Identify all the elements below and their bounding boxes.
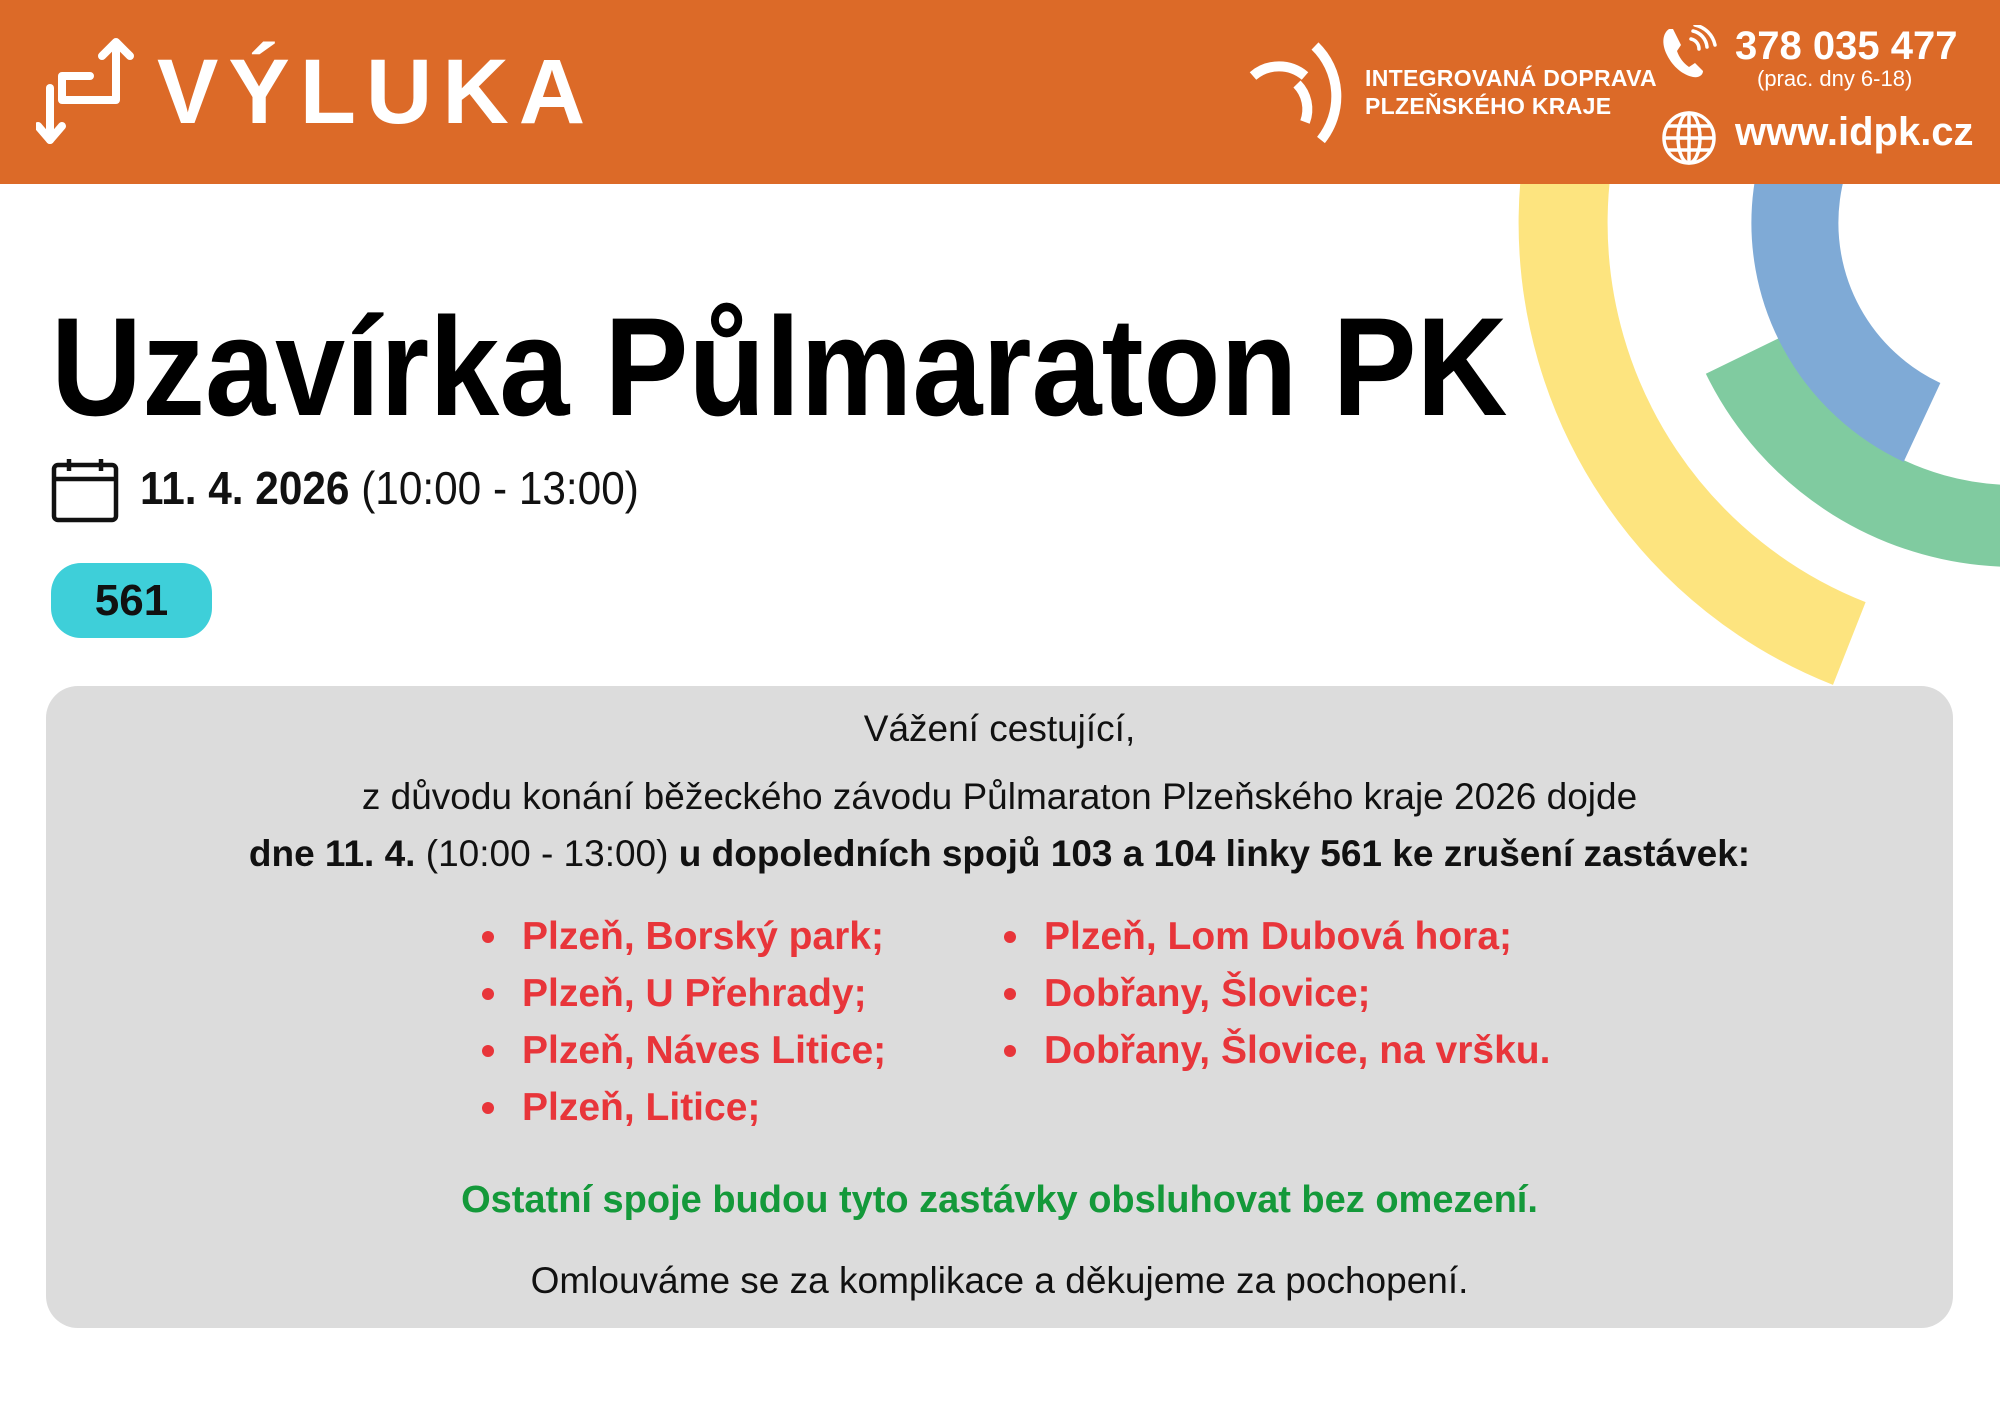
notice-panel: Vážení cestující, z důvodu konání běžeck… [46,686,1953,1328]
detour-arrows-icon [36,38,134,144]
closure-date: 11. 4. 2026 (10:00 - 13:00) [140,465,639,511]
header-bar: VÝLUKA INTEGROVANÁ DOPRAVA PLZEŇSKÉHO KR… [0,0,2000,184]
time-range: (10:00 - 13:00) [361,462,639,514]
bullet-icon [482,1101,494,1114]
detail-date: dne 11. 4. [248,833,416,874]
intro-text: z důvodu konání běžeckého závodu Půlmara… [361,776,1638,817]
org-name-line1: INTEGROVANÁ DOPRAVA [1365,65,1657,91]
bullet-icon [1004,930,1016,943]
stop-name: Plzeň, U Přehrady; [522,971,867,1015]
phone-number[interactable]: 378 035 477 [1735,24,1958,68]
stops-list-right: Plzeň, Lom Dubová hora; Dobřany, Šlovice… [1004,908,1550,1079]
line-badge: 561 [51,563,212,638]
service-note: Ostatní spoje budou tyto zastávky obsluh… [461,1179,1538,1221]
detail-text: dne 11. 4. (10:00 - 13:00) u dopoledních… [46,835,1953,872]
bullet-icon [1004,1044,1016,1057]
date-value: 11. 4. 2026 [140,462,350,514]
bullet-icon [1004,987,1016,1000]
stops-list-left: Plzeň, Borský park; Plzeň, U Přehrady; P… [482,908,886,1136]
detail-time: (10:00 - 13:00) [425,833,669,874]
bullet-icon [482,1044,494,1057]
org-name-line2: PLZEŇSKÉHO KRAJE [1365,93,1612,119]
page-title: Uzavírka Půlmaraton PK [51,288,1508,445]
closing-text: Omlouváme se za komplikace a děkujeme za… [530,1260,1469,1301]
brand-title: VÝLUKA [157,41,596,143]
bullet-icon [482,987,494,1000]
green-arc [1705,337,2000,567]
stop-item: Plzeň, U Přehrady; [482,965,886,1022]
greeting: Vážení cestující, [863,708,1136,749]
stop-name: Plzeň, Litice; [522,1085,761,1129]
yellow-arc [1518,0,1866,685]
stop-name: Plzeň, Náves Litice; [522,1028,887,1072]
phone-hours: (prac. dny 6-18) [1757,66,1913,91]
website-link[interactable]: www.idpk.cz [1735,110,1974,154]
stop-name: Dobřany, Šlovice; [1044,971,1371,1015]
calendar-icon [51,459,119,523]
bullet-icon [482,930,494,943]
stop-item: Dobřany, Šlovice; [1004,965,1550,1022]
stop-name: Plzeň, Lom Dubová hora; [1044,914,1513,958]
stop-name: Plzeň, Borský park; [522,914,884,958]
stop-item: Dobřany, Šlovice, na vršku. [1004,1022,1550,1079]
org-name: INTEGROVANÁ DOPRAVA PLZEŇSKÉHO KRAJE [1365,64,1657,120]
idpk-logo-icon [1249,42,1342,144]
stop-name: Dobřany, Šlovice, na vršku. [1044,1028,1551,1072]
globe-icon [1662,111,1716,165]
phone-icon [1663,25,1717,78]
detail-description: u dopoledních spojů 103 a 104 linky 561 … [678,833,1751,874]
stop-item: Plzeň, Lom Dubová hora; [1004,908,1550,965]
stop-item: Plzeň, Litice; [482,1079,886,1136]
stop-item: Plzeň, Náves Litice; [482,1022,886,1079]
stop-item: Plzeň, Borský park; [482,908,886,965]
